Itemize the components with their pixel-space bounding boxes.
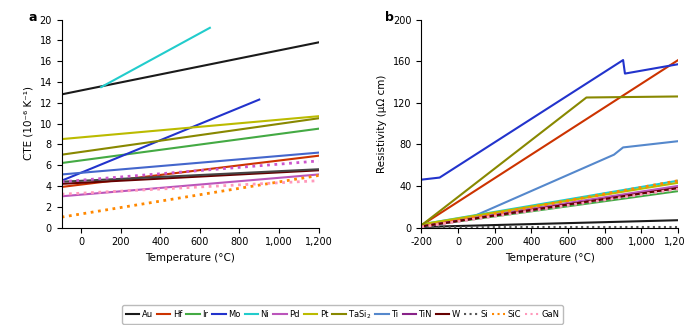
X-axis label: Temperature (°C): Temperature (°C): [145, 253, 235, 263]
Text: b: b: [385, 11, 394, 24]
Text: a: a: [28, 11, 37, 24]
Y-axis label: Resistivity (μΩ cm): Resistivity (μΩ cm): [377, 74, 388, 173]
Legend: Au, Hf, Ir, Mo, Ni, Pd, Pt, TaSi$_2$, Ti, TiN, W, Si, SiC, GaN: Au, Hf, Ir, Mo, Ni, Pd, Pt, TaSi$_2$, Ti…: [123, 305, 562, 324]
Y-axis label: CTE (10⁻⁶ K⁻¹): CTE (10⁻⁶ K⁻¹): [24, 86, 34, 161]
X-axis label: Temperature (°C): Temperature (°C): [505, 253, 595, 263]
